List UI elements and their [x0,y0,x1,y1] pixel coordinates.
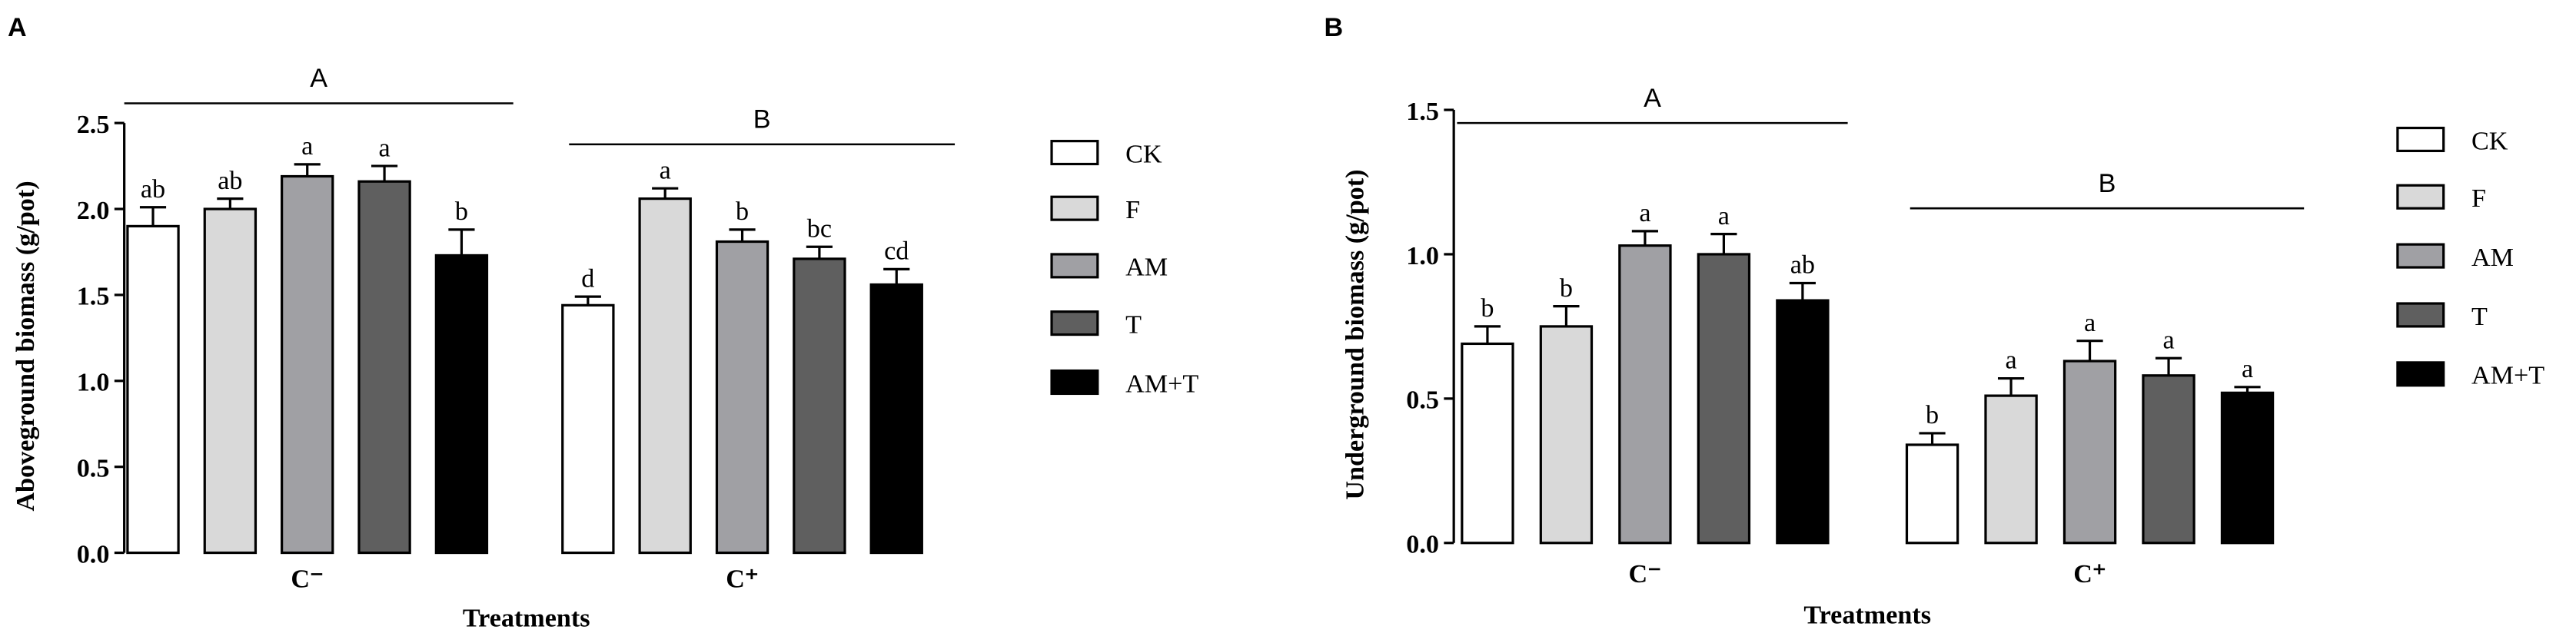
x-tick-label: C⁻ [1629,560,1662,588]
x-tick-label: C⁻ [291,565,324,593]
panel-label: B [1324,13,1343,42]
group-label: A [310,64,327,93]
x-tick-label: C⁺ [2073,560,2106,588]
legend-label: AM [1125,254,1168,282]
legend-label: F [1125,196,1140,224]
significance-letter: a [301,132,313,161]
legend-swatch [1050,253,1099,279]
bar [2220,391,2275,545]
bar [869,283,923,555]
legend-label: CK [2471,127,2508,155]
bar [1905,443,1959,545]
group-label: B [2099,169,2116,198]
significance-letter: a [2005,346,2016,375]
legend-label: T [2471,303,2488,331]
x-axis-label: Treatments [1803,601,1931,629]
x-tick-label: C⁺ [726,565,759,593]
bar [1461,342,1514,545]
bar [1618,244,1672,545]
bar [357,180,411,555]
significance-letter: ab [141,175,165,204]
legend-label: T [1125,310,1142,339]
significance-letter: a [1639,199,1650,227]
significance-letter: d [581,264,594,293]
bar [2142,374,2195,545]
legend-label: AM+T [2471,362,2544,390]
y-tick-label: 0.5 [1406,386,1439,415]
bar [1697,253,1751,545]
significance-letter: b [1926,401,1939,429]
panel-label: A [8,13,27,42]
legend-swatch [2396,184,2445,210]
significance-letter: a [1718,202,1730,230]
y-tick-label: 0.5 [77,454,110,482]
legend-swatch [1050,140,1099,166]
significance-letter: a [660,156,671,184]
bar [281,174,334,555]
bar [2062,360,2117,545]
bar [1539,325,1594,545]
significance-letter: bc [807,214,832,243]
bar [561,303,615,555]
legend-swatch [2396,302,2445,328]
y-tick-label: 1.0 [1406,242,1439,270]
significance-letter: a [2084,309,2096,337]
y-tick-label: 1.5 [77,283,110,311]
group-label: B [753,105,771,134]
x-axis-label: Treatments [463,605,590,633]
y-tick-label: 2.0 [77,197,110,225]
legend-label: AM+T [1125,370,1198,398]
bar [1984,394,2038,545]
legend-swatch [2396,243,2445,269]
bar [434,254,489,555]
y-tick-label: 1.0 [77,369,110,397]
bar [638,197,692,555]
significance-letter: b [1560,274,1573,303]
legend-swatch [1050,195,1099,221]
y-tick-label: 2.5 [77,111,110,139]
legend-swatch [2396,361,2445,387]
bar [1776,299,1830,545]
y-axis-label: Underground biomass (g/pot) [1341,169,1370,499]
y-tick-label: 1.5 [1406,98,1439,126]
bar [715,240,769,555]
significance-letter: b [1481,294,1494,323]
y-axis-label: Aboveground biomass (g/pot) [12,181,40,511]
legend-label: CK [1125,140,1162,168]
significance-letter: b [455,197,468,226]
y-tick-label: 0.0 [77,540,110,568]
group-label: A [1644,84,1661,113]
significance-letter: a [2242,355,2253,383]
bar [203,207,258,555]
significance-letter: ab [218,167,242,195]
legend-swatch [1050,310,1099,336]
legend-swatch [1050,369,1099,396]
bar [793,257,846,555]
significance-letter: ab [1790,251,1815,280]
legend-swatch [2396,126,2445,153]
y-tick-label: 0.0 [1406,531,1439,559]
significance-letter: a [2162,326,2174,354]
significance-letter: cd [884,237,909,266]
significance-letter: b [736,197,749,226]
legend-label: F [2471,184,2486,213]
legend-label: AM [2471,244,2514,272]
bar [126,224,180,555]
significance-letter: a [378,134,390,162]
